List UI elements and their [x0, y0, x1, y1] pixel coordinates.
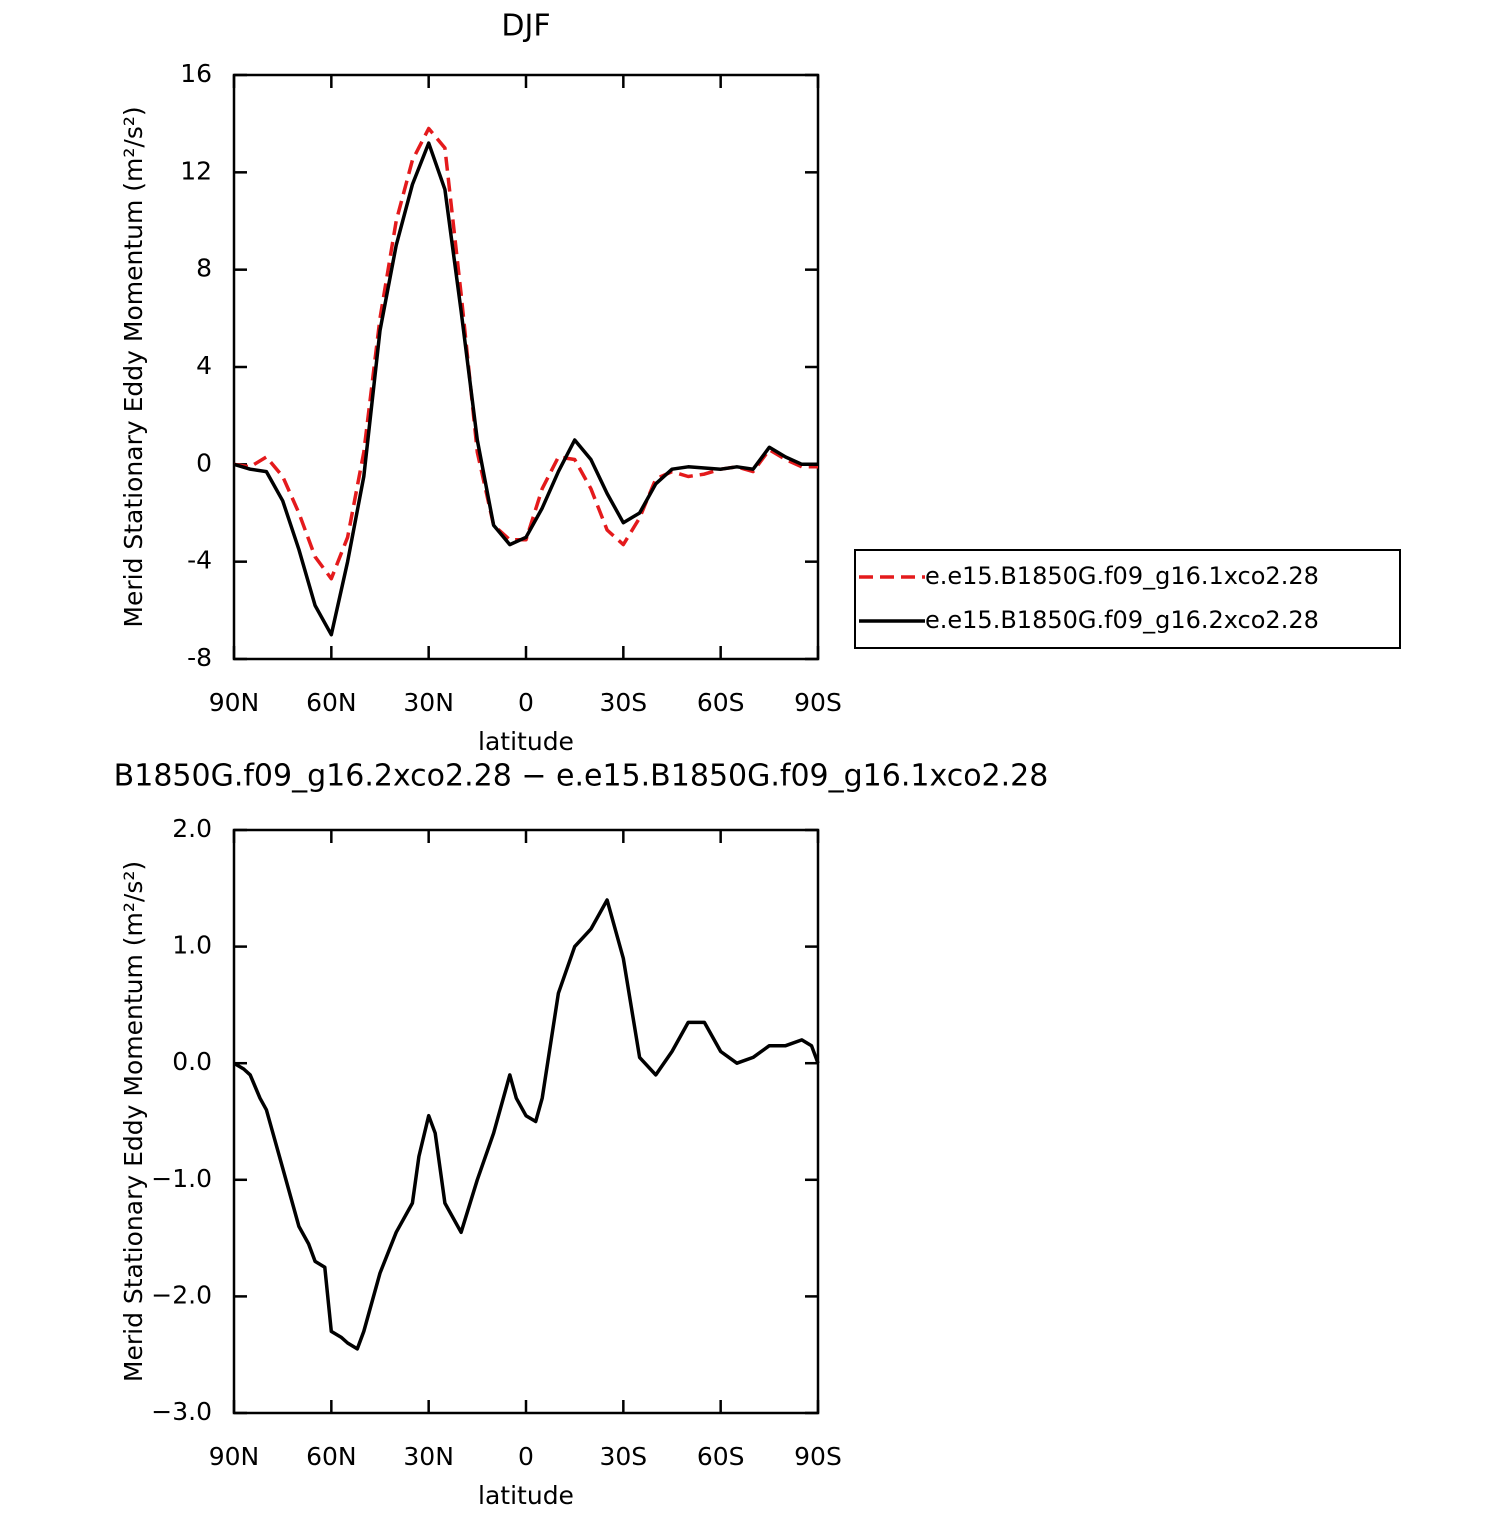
x-tick-label: 30S [599, 688, 647, 717]
x-tick-label: 0 [518, 688, 534, 717]
chart-title: DJF [501, 9, 550, 44]
x-tick-label: 90N [209, 1442, 260, 1471]
y-tick-label: 0 [196, 448, 212, 477]
y-tick-label: 8 [196, 254, 212, 283]
y-tick-label: −1.0 [151, 1164, 212, 1193]
legend-label: e.e15.B1850G.f09_g16.2xco2.28 [925, 606, 1319, 634]
x-tick-label: 30N [403, 1442, 454, 1471]
plot-frame [232, 828, 820, 1415]
y-tick-label: −3.0 [151, 1397, 212, 1426]
y-tick-label: -4 [187, 546, 212, 575]
y-axis-label: Merid Stationary Eddy Momentum (m²/s²) [119, 106, 148, 627]
y-axis-label: Merid Stationary Eddy Momentum (m²/s²) [119, 861, 148, 1382]
y-tick-label: 1.0 [172, 931, 212, 960]
y-tick-label: 12 [180, 156, 212, 185]
chart-title: B1850G.f09_g16.2xco2.28 − e.e15.B1850G.f… [114, 759, 1049, 794]
y-tick-label: 0.0 [172, 1047, 212, 1076]
y-tick-label: 2.0 [172, 814, 212, 843]
y-tick-label: 4 [196, 351, 212, 380]
series-line [233, 126, 818, 581]
x-tick-label: 60N [306, 688, 357, 717]
x-axis-label: latitude [478, 1481, 574, 1510]
x-axis-label: latitude [478, 727, 574, 756]
x-tick-label: 60S [697, 688, 745, 717]
series-line [233, 141, 818, 637]
x-tick-label: 0 [518, 1442, 534, 1471]
x-tick-label: 60N [306, 1442, 357, 1471]
x-tick-label: 30S [599, 1442, 647, 1471]
x-tick-label: 90S [794, 1442, 842, 1471]
x-tick-label: 90S [794, 688, 842, 717]
plot-frame [232, 73, 820, 661]
x-tick-label: 60S [697, 1442, 745, 1471]
series-line [233, 898, 820, 1351]
y-tick-label: -8 [187, 643, 212, 672]
legend-label: e.e15.B1850G.f09_g16.1xco2.28 [925, 562, 1319, 590]
legend-box [854, 549, 1401, 649]
x-tick-label: 30N [403, 688, 454, 717]
x-tick-label: 90N [209, 688, 260, 717]
y-tick-label: 16 [180, 59, 212, 88]
y-tick-label: −2.0 [151, 1280, 212, 1309]
